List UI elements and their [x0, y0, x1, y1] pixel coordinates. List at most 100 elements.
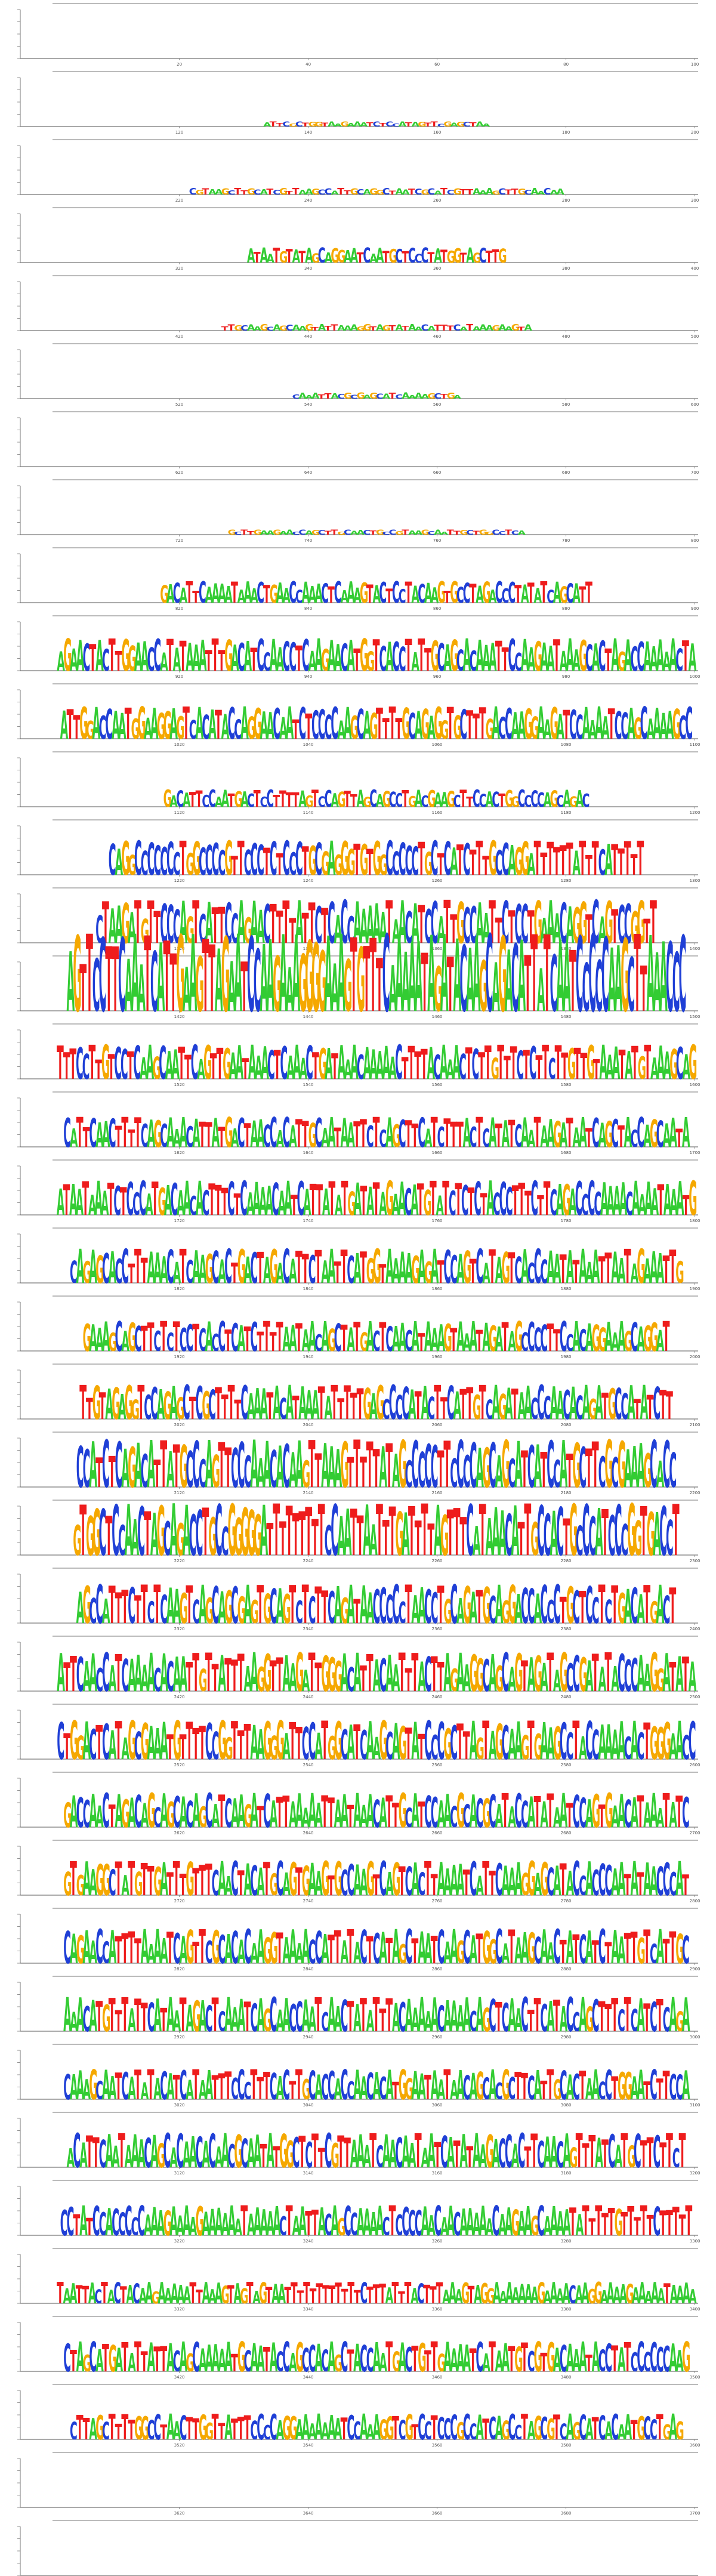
x-tick-label: 600	[691, 402, 699, 407]
logo-letter-C: C	[297, 1173, 305, 1227]
logo-letter-C: C	[618, 895, 625, 955]
logo-letter-C: C	[521, 895, 529, 957]
logo-letter-C: C	[637, 635, 644, 681]
logo-letter-T: T	[63, 1176, 70, 1225]
logo-letter-T: T	[295, 640, 303, 680]
logo-letter-G: G	[223, 1041, 231, 1090]
logo-letter-A: A	[482, 123, 490, 128]
logo-letter-C: C	[147, 834, 155, 886]
logo-letter-C: C	[502, 585, 510, 607]
logo-letter-C: C	[160, 894, 168, 956]
logo-letter-C: C	[498, 712, 506, 746]
logo-letter-A: A	[292, 914, 300, 1036]
logo-letter-G: G	[360, 630, 368, 681]
logo-letter-A: A	[505, 326, 513, 332]
logo-letter-A: A	[682, 1989, 690, 2043]
logo-letter-G: G	[443, 120, 452, 128]
logo-letter-A: A	[463, 1112, 471, 1156]
logo-letter-A: A	[508, 837, 516, 884]
logo-letter-A: A	[286, 528, 294, 536]
logo-letter-T: T	[302, 840, 309, 884]
logo-letter-T: T	[183, 698, 190, 749]
logo-row-2401: 2420 2440 2460 2480 2500ATTCAACCATCAAAACACAA…	[17, 1636, 700, 1704]
x-tick-label: 1700	[690, 1150, 700, 1155]
logo-letter-G: G	[279, 186, 288, 196]
logo-letter-T: T	[459, 250, 467, 266]
x-tick-label: 1260	[432, 878, 443, 883]
logo-letter-A: A	[540, 635, 548, 680]
logo-letter-C: C	[186, 1122, 193, 1154]
logo-letter-G: G	[369, 391, 378, 400]
logo-letter-T: T	[657, 1177, 664, 1226]
logo-letter-C: C	[392, 634, 400, 680]
logo-letter-C: C	[530, 786, 538, 812]
logo-letter-T: T	[431, 120, 439, 128]
logo-letter-T: T	[459, 187, 467, 196]
logo-letter-A: A	[60, 704, 69, 748]
x-tick-label: 80	[563, 62, 569, 67]
logo-letter-G: G	[311, 251, 320, 266]
logo-letter-A: A	[434, 245, 442, 267]
logo-letter-T: T	[465, 1039, 473, 1090]
logo-letter-T: T	[579, 832, 586, 886]
logo-letter-G: G	[369, 187, 378, 197]
logo-letter-G: G	[176, 711, 184, 746]
logo-letter-A: A	[237, 888, 246, 957]
logo-letter-T: T	[480, 1187, 487, 1222]
logo-letter-A: A	[341, 1111, 349, 1157]
x-tick-label: 760	[433, 538, 441, 543]
logo-letter-T: T	[134, 1109, 141, 1156]
logo-letter-C: C	[263, 1119, 271, 1154]
logo-letter-T: T	[286, 245, 293, 267]
logo-letter-C: C	[511, 925, 519, 1033]
logo-letter-A: A	[266, 705, 274, 748]
logo-letter-A: A	[266, 530, 274, 536]
logo-letter-T: T	[273, 792, 280, 811]
logo-letter-G: G	[298, 939, 307, 1030]
x-tick-label: 100	[691, 62, 699, 67]
logo-letter-T: T	[518, 1174, 525, 1226]
logo-letter-A: A	[408, 530, 416, 536]
logo-letter-A: A	[208, 187, 217, 196]
logo-letter-A: A	[215, 188, 223, 196]
logo-letter-T: T	[366, 122, 374, 128]
logo-letter-C: C	[447, 189, 455, 196]
logo-letter-A: A	[282, 585, 291, 608]
logo-letter-T: T	[331, 528, 338, 536]
logo-letter-A: A	[408, 394, 416, 400]
logo-letter-G: G	[447, 391, 455, 401]
logo-letter-A: A	[266, 920, 274, 1035]
logo-letter-C: C	[247, 916, 255, 1035]
logo-letter-T: T	[405, 1113, 412, 1156]
logo-letter-G: G	[279, 325, 288, 332]
logo-letter-A: A	[553, 576, 561, 610]
logo-row-2501: 2520 2540 2560 2580 2600CTGGACTCATAGCGAAATGT…	[17, 1704, 700, 1772]
logo-letter-T: T	[376, 700, 383, 749]
x-tick-label: 1300	[690, 878, 700, 883]
logo-letter-T: T	[310, 1176, 317, 1226]
logo-letter-T: T	[418, 895, 425, 955]
logo-letter-T: T	[353, 1115, 360, 1156]
logo-letter-A: A	[382, 392, 391, 400]
logo-letter-A: A	[670, 1183, 678, 1224]
logo-letter-A: A	[144, 712, 152, 746]
logo-letter-T: T	[593, 1054, 600, 1086]
logo-letter-T: T	[579, 582, 586, 608]
logo-letter-T: T	[569, 933, 576, 1031]
logo-letter-T: T	[120, 1180, 127, 1224]
logo-letter-A: A	[476, 891, 484, 956]
logo-letter-T: T	[427, 249, 434, 266]
logo-letter-C: C	[679, 915, 687, 1036]
logo-letter-C: C	[376, 393, 384, 400]
logo-letter-T: T	[563, 703, 570, 749]
logo-letter-T: T	[495, 633, 502, 680]
logo-letter-C: C	[373, 121, 381, 128]
logo-letter-T: T	[376, 945, 383, 1028]
logo-letter-A: A	[415, 326, 423, 332]
logo-letter-T: T	[492, 246, 499, 267]
logo-letter-A: A	[166, 579, 174, 609]
logo-row-501: 520 540 560 580 600CAAATTACGCGAGCATCAAAAGCTG…	[17, 343, 699, 407]
logo-letter-A: A	[331, 190, 339, 196]
logo-letter-T: T	[121, 1109, 128, 1157]
logo-letter-C: C	[173, 847, 181, 883]
